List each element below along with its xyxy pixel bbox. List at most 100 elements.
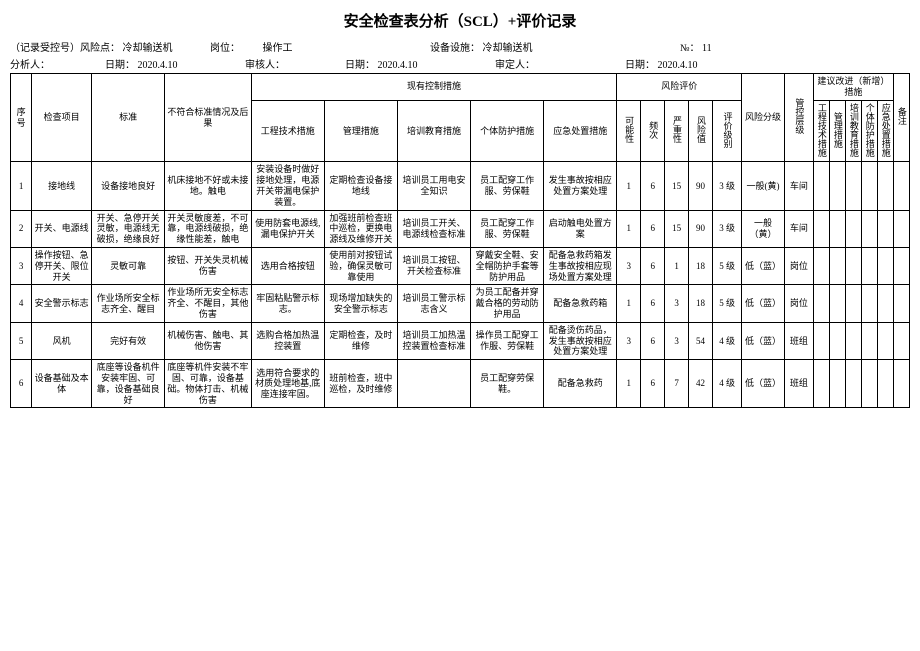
col-risk-group: 风险评价 bbox=[617, 74, 742, 101]
cell-sug2 bbox=[830, 162, 846, 210]
cell-std: 设备接地良好 bbox=[92, 162, 165, 210]
cell-ppe: 操作员工配穿工作服、劳保鞋 bbox=[471, 322, 544, 359]
col-suggest-group: 建议改进（新增）措施 bbox=[814, 74, 894, 101]
cell-noncon: 机床接地不好或未接地。触电 bbox=[165, 162, 251, 210]
col-level: 评价级别 bbox=[713, 100, 742, 162]
cell-freq: 6 bbox=[641, 210, 665, 247]
cell-item: 风机 bbox=[32, 322, 92, 359]
cell-riskclass: 低（蓝） bbox=[742, 322, 785, 359]
cell-prob: 1 bbox=[617, 360, 641, 408]
table-row: 5风机完好有效机械伤害、触电、其他伤害选购合格加热温控装置定期检查，及时维修培训… bbox=[11, 322, 910, 359]
cell-seq: 5 bbox=[11, 322, 32, 359]
col-noncon: 不符合标准情况及后果 bbox=[165, 74, 251, 162]
cell-emerg: 配备急救药箱 bbox=[544, 285, 617, 322]
cell-sug1 bbox=[814, 210, 830, 247]
cell-freq: 6 bbox=[641, 360, 665, 408]
cell-sug2 bbox=[830, 322, 846, 359]
cell-sev: 1 bbox=[665, 247, 689, 284]
cell-freq: 6 bbox=[641, 322, 665, 359]
cell-note bbox=[893, 247, 909, 284]
cell-sug3 bbox=[845, 162, 861, 210]
cell-freq: 6 bbox=[641, 247, 665, 284]
cell-riskval: 54 bbox=[689, 322, 713, 359]
cell-prob: 3 bbox=[617, 247, 641, 284]
header-row-1: 序号 检查项目 标准 不符合标准情况及后果 现有控制措施 风险评价 风险分级 管… bbox=[11, 74, 910, 101]
cell-train: 培训员工用电安全知识 bbox=[397, 162, 470, 210]
cell-emerg: 发生事故按相应处置方案处理 bbox=[544, 162, 617, 210]
cell-eng: 选用合格按钮 bbox=[251, 247, 324, 284]
cell-riskval: 18 bbox=[689, 247, 713, 284]
date1-label: 日期： bbox=[105, 56, 135, 71]
col-riskval: 风险值 bbox=[689, 100, 713, 162]
cell-sug4 bbox=[861, 247, 877, 284]
col-sug3: 培训教育措施 bbox=[845, 100, 861, 162]
cell-level: 4 级 bbox=[713, 360, 742, 408]
col-emerg: 应急处置措施 bbox=[544, 100, 617, 162]
cell-emerg: 配备烫伤药品，发生事故按相应处置方案处理 bbox=[544, 322, 617, 359]
cell-sev: 3 bbox=[665, 322, 689, 359]
cell-eng: 选用符合要求的材质处理地基,底座连接牢固。 bbox=[251, 360, 324, 408]
cell-sug4 bbox=[861, 162, 877, 210]
riskpoint-value: 冷却输送机 bbox=[123, 39, 173, 54]
cell-sug3 bbox=[845, 247, 861, 284]
cell-mgmt: 现场增加缺失的安全警示标志 bbox=[324, 285, 397, 322]
cell-ctrllvl: 岗位 bbox=[784, 247, 813, 284]
cell-freq: 6 bbox=[641, 285, 665, 322]
cell-sug5 bbox=[877, 285, 893, 322]
cell-ppe: 为员工配备并穿戴合格的劳动防护用品 bbox=[471, 285, 544, 322]
cell-ctrllvl: 班组 bbox=[784, 360, 813, 408]
cell-level: 5 级 bbox=[713, 247, 742, 284]
cell-mgmt: 加强班前检查班中巡检，更换电源线及维修开关 bbox=[324, 210, 397, 247]
post-label: 岗位： bbox=[210, 39, 240, 54]
cell-train: 培训员工加热温控装置检查标准 bbox=[397, 322, 470, 359]
col-freq: 频次 bbox=[641, 100, 665, 162]
cell-std: 开关、急停开关灵敏，电源线无破损，绝缘良好 bbox=[92, 210, 165, 247]
cell-sev: 15 bbox=[665, 210, 689, 247]
cell-ppe: 穿戴安全鞋、安全帽防护手套等防护用品 bbox=[471, 247, 544, 284]
cell-std: 底座等设备机件安装牢固、可靠，设备基础良好 bbox=[92, 360, 165, 408]
cell-sug1 bbox=[814, 322, 830, 359]
cell-prob: 3 bbox=[617, 322, 641, 359]
cell-mgmt: 班前检查，班中巡检，及时维修 bbox=[324, 360, 397, 408]
date3-label: 日期： bbox=[625, 56, 655, 71]
cell-riskclass: 低（蓝） bbox=[742, 360, 785, 408]
cell-riskval: 90 bbox=[689, 162, 713, 210]
cell-seq: 2 bbox=[11, 210, 32, 247]
cell-sug5 bbox=[877, 322, 893, 359]
cell-riskclass: 一般（黄） bbox=[742, 210, 785, 247]
cell-sug2 bbox=[830, 285, 846, 322]
cell-item: 操作按钮、急停开关、限位开关 bbox=[32, 247, 92, 284]
cell-sug5 bbox=[877, 247, 893, 284]
cell-prob: 1 bbox=[617, 210, 641, 247]
page-title: 安全检查表分析（SCL）+评价记录 bbox=[10, 10, 910, 31]
header-line-2: 分析人： 日期： 2020.4.10 审核人： 日期： 2020.4.10 审定… bbox=[10, 56, 910, 71]
cell-level: 4 级 bbox=[713, 322, 742, 359]
cell-ppe: 员工配穿劳保鞋。 bbox=[471, 360, 544, 408]
cell-sug1 bbox=[814, 162, 830, 210]
cell-ctrllvl: 车间 bbox=[784, 162, 813, 210]
cell-train bbox=[397, 360, 470, 408]
cell-riskclass: 低（蓝） bbox=[742, 247, 785, 284]
col-mgmt: 管理措施 bbox=[324, 100, 397, 162]
cell-sug2 bbox=[830, 210, 846, 247]
cell-note bbox=[893, 360, 909, 408]
cell-noncon: 作业场所无安全标志齐全、不醒目，其他伤害 bbox=[165, 285, 251, 322]
table-body: 1接地线设备接地良好机床接地不好或未接地。触电安装设备时做好接地处理，电源开关带… bbox=[11, 162, 910, 408]
post-value: 操作工 bbox=[263, 39, 293, 54]
cell-eng: 牢固粘贴警示标志。 bbox=[251, 285, 324, 322]
col-sug2: 管理措施 bbox=[830, 100, 846, 162]
cell-sug2 bbox=[830, 247, 846, 284]
cell-riskclass: 一般(黄) bbox=[742, 162, 785, 210]
cell-noncon: 机械伤害、触电、其他伤害 bbox=[165, 322, 251, 359]
cell-seq: 3 bbox=[11, 247, 32, 284]
col-item: 检查项目 bbox=[32, 74, 92, 162]
cell-sug5 bbox=[877, 162, 893, 210]
col-sug5: 应急处置措施 bbox=[877, 100, 893, 162]
col-riskclass: 风险分级 bbox=[742, 74, 785, 162]
cell-sug4 bbox=[861, 322, 877, 359]
analyst-label: 分析人： bbox=[10, 56, 50, 71]
header-line-1: （记录受控号）风险点： 冷却输送机 岗位： 操作工 设备设施： 冷却输送机 №：… bbox=[10, 39, 910, 54]
cell-item: 设备基础及本体 bbox=[32, 360, 92, 408]
equip-label: 设备设施： bbox=[430, 39, 480, 54]
table-row: 6设备基础及本体底座等设备机件安装牢固、可靠，设备基础良好底座等机件安装不牢固、… bbox=[11, 360, 910, 408]
